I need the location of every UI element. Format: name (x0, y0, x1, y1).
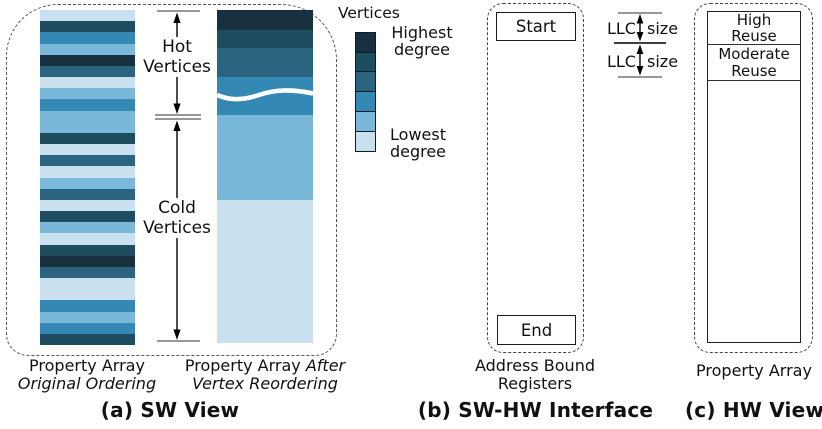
vertex-stripe (40, 222, 135, 234)
reordered-array-caption: Property Array After Vertex Reordering (172, 356, 358, 394)
start-register-box: Start (496, 12, 576, 41)
vertex-stripe (40, 278, 135, 290)
vertex-stripe (40, 322, 135, 334)
end-register-label: End (520, 320, 553, 340)
reordered-array-caption-after: After (305, 356, 346, 375)
legend-swatch (355, 111, 376, 133)
vertex-stripe (40, 188, 135, 200)
degree-band (217, 200, 313, 343)
vertex-stripe (40, 244, 135, 256)
address-bound-registers-caption: Address Bound Registers (474, 356, 595, 394)
llc-size-bottom-label: LLC size (606, 52, 679, 71)
vertex-stripe (40, 77, 135, 89)
hw-property-array-caption: Property Array (696, 361, 812, 380)
vertex-stripe (40, 144, 135, 156)
legend-swatch (355, 130, 376, 152)
start-register-label: Start (515, 17, 557, 36)
vertex-stripe (40, 211, 135, 223)
legend-swatch (355, 71, 376, 93)
legend-lowest-label: Lowest degree (389, 125, 447, 162)
break-wave (217, 88, 313, 102)
vertex-stripe (40, 121, 135, 133)
legend-title: Vertices (338, 4, 400, 22)
sw-view-panel-outline (6, 4, 337, 356)
reordered-array-caption-prefix: Property Array (184, 356, 306, 375)
vertex-stripe (40, 88, 135, 100)
vertex-stripe (40, 166, 135, 178)
vertex-stripe (40, 289, 135, 301)
hw-view-panel-outline (694, 3, 813, 353)
legend-swatch (355, 51, 376, 73)
sw-hw-interface-panel-outline (487, 3, 584, 353)
vertex-stripe (40, 99, 135, 111)
panel-b-title: (b) SW-HW Interface (417, 398, 654, 422)
cold-vertices-label: Cold Vertices (141, 198, 213, 239)
degree-band (217, 10, 313, 30)
low-reuse-section (708, 81, 800, 342)
degree-band (217, 30, 313, 48)
vertex-stripe (40, 32, 135, 44)
moderate-reuse-section: Moderate Reuse (708, 45, 800, 81)
degree-band (217, 115, 313, 200)
vertex-stripe (40, 65, 135, 78)
hot-vertices-label: Hot Vertices (141, 37, 213, 78)
reordered-array-caption-line2: Vertex Reordering (192, 374, 338, 394)
vertex-stripe (40, 132, 135, 145)
reordered-property-array (217, 10, 313, 343)
vertex-stripe (40, 233, 135, 245)
degree-band (217, 48, 313, 77)
vertex-stripe (40, 311, 135, 323)
legend-highest-label: Highest degree (391, 23, 453, 60)
vertex-stripe (40, 43, 135, 55)
vertex-stripe (40, 10, 135, 22)
original-array-caption: Property Array Original Ordering (2, 356, 172, 394)
llc-size-arrows (614, 12, 666, 78)
vertex-stripe (40, 199, 135, 212)
vertex-stripe (40, 110, 135, 122)
panel-a-title: (a) SW View (100, 398, 240, 422)
vertex-stripe (40, 300, 135, 312)
original-array-caption-line2: Original Ordering (17, 374, 157, 394)
high-reuse-section: High Reuse (708, 11, 800, 45)
original-property-array (40, 10, 135, 346)
legend-swatches (355, 31, 376, 152)
vertex-stripe (40, 177, 135, 189)
legend-swatch (355, 91, 376, 113)
vertex-stripe (40, 54, 135, 66)
degree-band (217, 77, 313, 115)
llc-size-top-label: LLC size (606, 19, 679, 38)
original-array-caption-line1: Property Array (29, 356, 145, 375)
hw-property-array: High Reuse Moderate Reuse (707, 11, 801, 343)
vertex-stripe (40, 21, 135, 33)
vertex-stripe (40, 266, 135, 279)
end-register-box: End (497, 315, 576, 345)
vertex-stripe (40, 333, 135, 346)
vertex-stripe (40, 255, 135, 267)
vertex-stripe (40, 155, 135, 167)
legend-swatch (355, 31, 376, 53)
panel-c-title: (c) HW View (684, 398, 822, 422)
